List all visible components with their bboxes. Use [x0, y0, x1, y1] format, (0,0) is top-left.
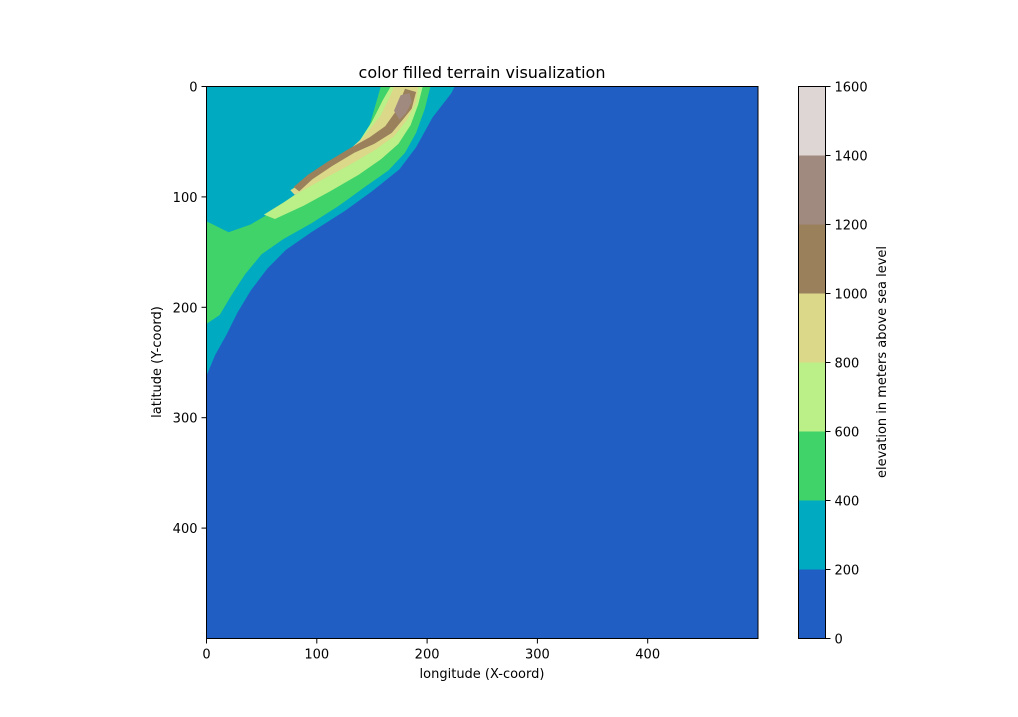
colorbar-tick-label-0: 0 — [835, 633, 843, 648]
x-tick-label-4: 400 — [635, 648, 660, 663]
colorbar-level-0 — [798, 569, 826, 639]
colorbar-tick-label-7: 1400 — [835, 150, 868, 165]
colorbar-level-4 — [798, 293, 826, 363]
x-tick-label-0: 0 — [202, 648, 210, 663]
chart-title: color filled terrain visualization — [359, 63, 606, 82]
colorbar-tick-label-2: 400 — [835, 495, 860, 510]
y-tick-label-1: 100 — [173, 191, 198, 206]
terrain-contours — [206, 86, 455, 376]
y-tick-label-0: 0 — [189, 81, 197, 96]
colorbar-level-7 — [798, 86, 826, 156]
x-axis: 0 100 200 300 400 — [202, 638, 660, 663]
colorbar-level-2 — [798, 431, 826, 501]
x-tick-label-1: 100 — [304, 648, 329, 663]
colorbar-tick-label-8: 1600 — [835, 81, 868, 96]
colorbar-tick-label-3: 600 — [835, 426, 860, 441]
y-tick-label-2: 200 — [173, 301, 198, 316]
colorbar-tick-label-6: 1200 — [835, 219, 868, 234]
contour-region-5 — [394, 93, 412, 120]
plot-frame — [206, 86, 759, 639]
colorbar-level-1 — [798, 500, 826, 570]
colorbar-level-6 — [798, 155, 826, 225]
colorbar-tick-label-4: 800 — [835, 357, 860, 372]
y-axis: 0 100 200 300 400 — [173, 81, 207, 537]
plot-area — [206, 86, 759, 639]
colorbar-tick-label-1: 200 — [835, 564, 860, 579]
colorbar-label: elevation in meters above sea level — [875, 246, 890, 478]
x-axis-label: longitude (X-coord) — [420, 667, 545, 682]
y-tick-label-3: 300 — [173, 412, 198, 427]
x-tick-label-2: 200 — [415, 648, 440, 663]
contour-region-3 — [290, 86, 419, 195]
colorbar-tick-label-5: 1000 — [835, 288, 868, 303]
y-tick-label-4: 400 — [173, 522, 198, 537]
x-tick-label-3: 300 — [525, 648, 550, 663]
contour-region-4 — [293, 88, 417, 192]
colorbar-level-5 — [798, 224, 826, 294]
colorbar: 0 200 400 600 800 1000 1200 1400 1600 elevation … — [798, 81, 890, 648]
colorbar-ticks: 0 200 400 600 800 1000 1200 1400 1600 — [825, 81, 868, 648]
colorbar-levels — [798, 86, 826, 639]
y-axis-label: latitude (Y-coord) — [150, 306, 165, 418]
colorbar-level-3 — [798, 362, 826, 432]
